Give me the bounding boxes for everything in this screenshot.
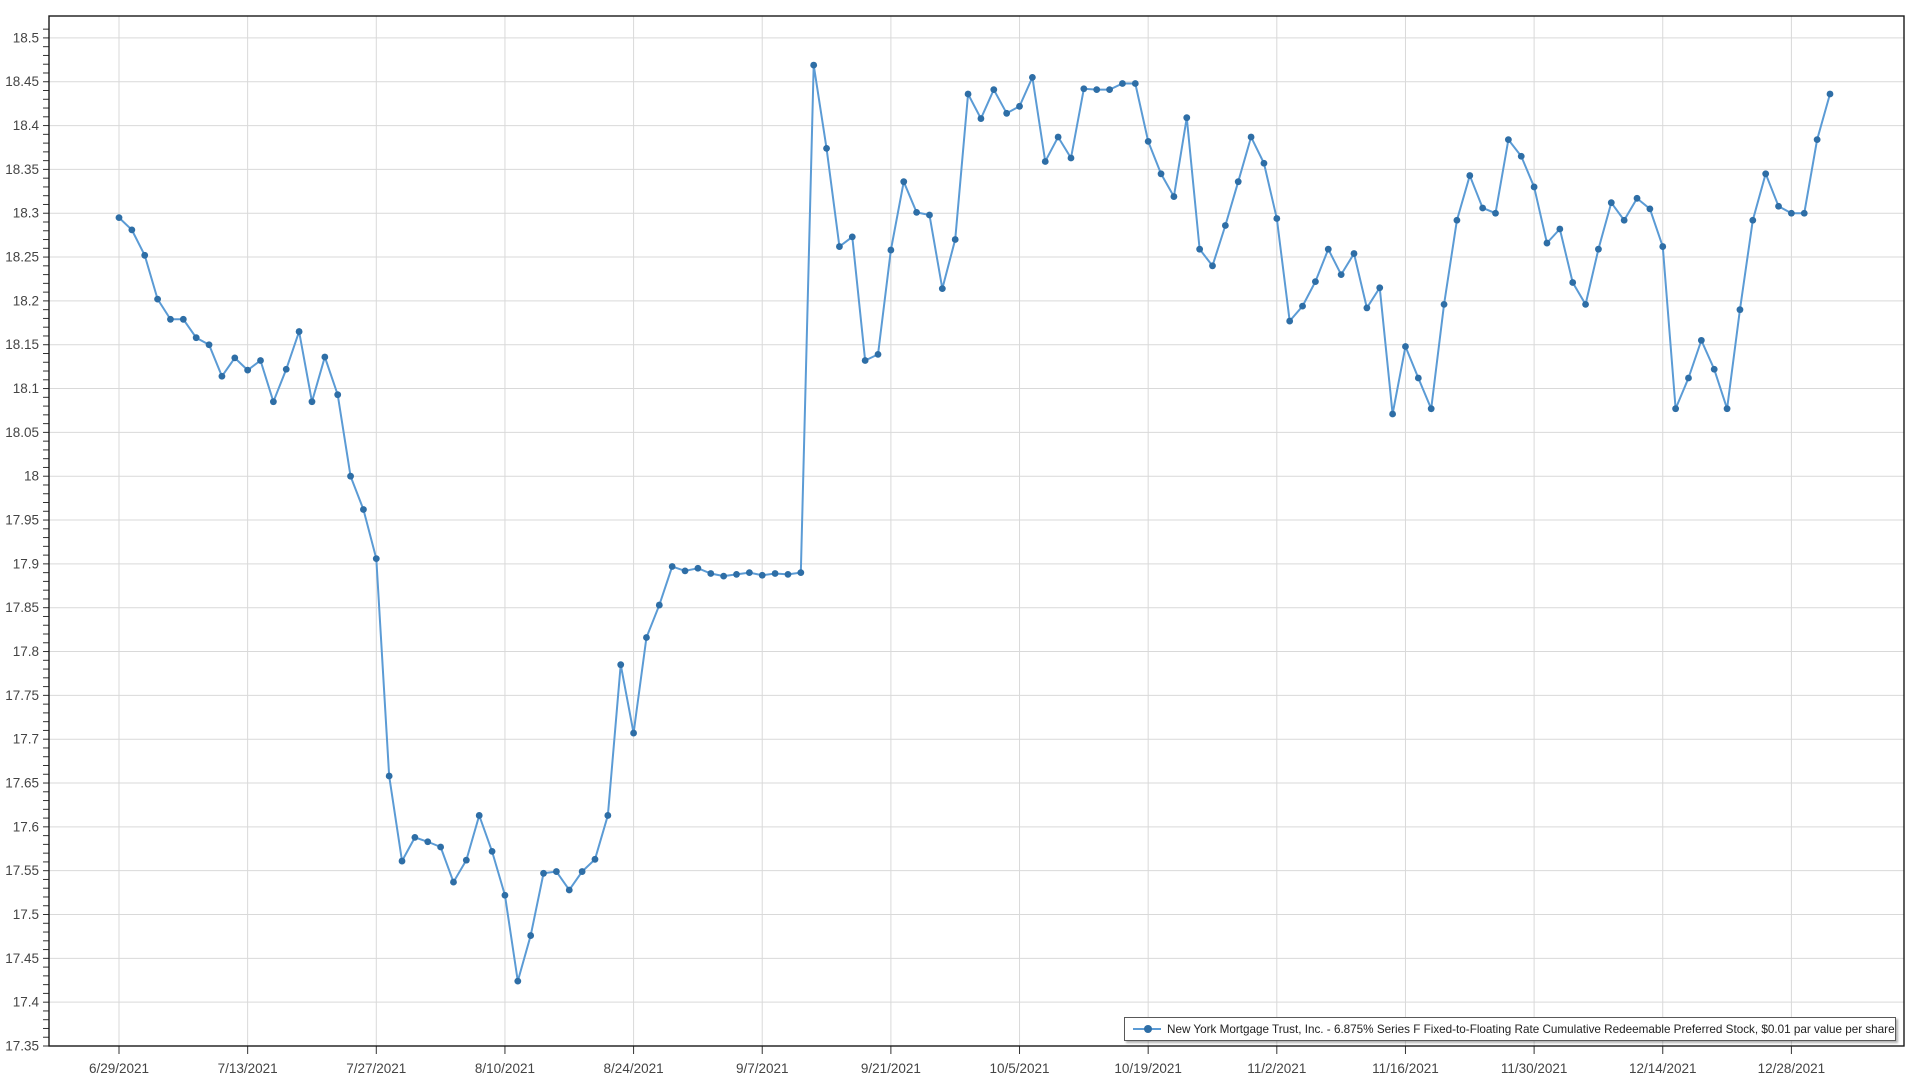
svg-text:18: 18 bbox=[24, 469, 39, 484]
svg-text:18.5: 18.5 bbox=[13, 30, 39, 45]
svg-text:17.8: 17.8 bbox=[13, 644, 39, 659]
svg-text:17.9: 17.9 bbox=[13, 556, 39, 571]
svg-text:7/27/2021: 7/27/2021 bbox=[346, 1061, 406, 1076]
svg-text:17.45: 17.45 bbox=[5, 951, 39, 966]
svg-text:11/2/2021: 11/2/2021 bbox=[1247, 1061, 1306, 1076]
svg-text:17.75: 17.75 bbox=[5, 688, 39, 703]
svg-text:18.35: 18.35 bbox=[5, 162, 39, 177]
svg-text:18.15: 18.15 bbox=[5, 337, 39, 352]
svg-text:11/30/2021: 11/30/2021 bbox=[1501, 1061, 1568, 1076]
svg-text:18.05: 18.05 bbox=[5, 425, 39, 440]
svg-text:17.85: 17.85 bbox=[5, 600, 39, 615]
svg-text:18.25: 18.25 bbox=[5, 250, 39, 265]
svg-text:18.1: 18.1 bbox=[13, 381, 39, 396]
svg-text:18.45: 18.45 bbox=[5, 74, 39, 89]
svg-text:17.35: 17.35 bbox=[5, 1039, 39, 1054]
svg-text:8/24/2021: 8/24/2021 bbox=[604, 1061, 664, 1076]
svg-text:17.55: 17.55 bbox=[5, 863, 39, 878]
svg-text:17.4: 17.4 bbox=[13, 995, 40, 1010]
svg-text:17.7: 17.7 bbox=[13, 732, 39, 747]
svg-text:18.4: 18.4 bbox=[13, 118, 40, 133]
svg-text:12/14/2021: 12/14/2021 bbox=[1629, 1061, 1697, 1076]
svg-text:9/7/2021: 9/7/2021 bbox=[736, 1061, 789, 1076]
svg-text:18.2: 18.2 bbox=[13, 293, 39, 308]
svg-text:12/28/2021: 12/28/2021 bbox=[1758, 1061, 1826, 1076]
svg-text:6/29/2021: 6/29/2021 bbox=[89, 1061, 149, 1076]
svg-text:7/13/2021: 7/13/2021 bbox=[218, 1061, 278, 1076]
svg-text:17.65: 17.65 bbox=[5, 776, 39, 791]
svg-text:11/16/2021: 11/16/2021 bbox=[1372, 1061, 1439, 1076]
svg-text:18.3: 18.3 bbox=[13, 206, 39, 221]
svg-text:17.5: 17.5 bbox=[13, 907, 39, 922]
svg-text:17.6: 17.6 bbox=[13, 819, 39, 834]
svg-text:10/5/2021: 10/5/2021 bbox=[989, 1061, 1049, 1076]
svg-text:9/21/2021: 9/21/2021 bbox=[861, 1061, 921, 1076]
svg-text:8/10/2021: 8/10/2021 bbox=[475, 1061, 535, 1076]
svg-text:17.95: 17.95 bbox=[5, 513, 39, 528]
svg-text:10/19/2021: 10/19/2021 bbox=[1114, 1061, 1182, 1076]
